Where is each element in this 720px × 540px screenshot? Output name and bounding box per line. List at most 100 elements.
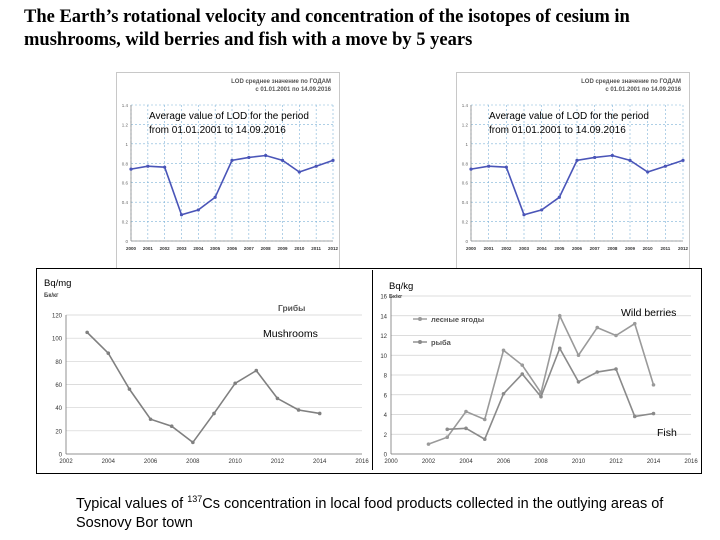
lod-x-tick-label: 2002 xyxy=(501,246,512,251)
lod-data-point xyxy=(314,164,318,168)
lod-x-tick-label: 2004 xyxy=(193,246,204,251)
mushrooms-data-point xyxy=(148,417,153,422)
food-y-tick-label: 80 xyxy=(55,360,62,366)
mushrooms-data-point xyxy=(254,368,259,373)
food-y-tick-label: 0 xyxy=(59,453,63,459)
fish-data-point xyxy=(501,391,506,396)
food-x-tick-label: 2008 xyxy=(186,459,200,465)
lod-data-point xyxy=(522,213,526,217)
lod-data-point xyxy=(247,155,251,160)
lod-data-point xyxy=(196,208,200,212)
lod-data-point xyxy=(331,158,335,162)
lod-x-tick-label: 2006 xyxy=(227,246,238,251)
berries-legend-marker xyxy=(418,340,422,344)
lod-x-tick-label: 2012 xyxy=(328,246,339,251)
lod-chart-left: LOD среднее значение по ГОДАМ с 01.01.200… xyxy=(116,72,340,269)
lod-y-tick-label: 0.2 xyxy=(122,220,129,225)
caption-rest: Cs concentration in local food products … xyxy=(76,495,664,531)
lod-data-point xyxy=(504,165,508,169)
berries-legend-label: рыба xyxy=(431,338,452,347)
lod-annotation-line2: from 01.01.2001 to 14.09.2016 xyxy=(149,125,286,136)
lod-x-tick-label: 2010 xyxy=(643,246,654,251)
lod-header-line1: LOD среднее значение по ГОДАМ xyxy=(231,79,331,85)
lod-data-point xyxy=(663,164,667,168)
food-x-tick-label: 2000 xyxy=(384,459,398,465)
fish-data-point xyxy=(539,394,543,399)
berries-annotation: Wild berries xyxy=(621,307,676,319)
food-y-tick-label: 14 xyxy=(380,314,387,320)
lod-x-tick-label: 2000 xyxy=(466,246,477,251)
food-y-tick-label: 8 xyxy=(384,374,388,380)
lod-header-line2: с 01.01.2001 по 14.09.2016 xyxy=(255,87,331,93)
mushrooms-data-point xyxy=(106,351,111,356)
berries-legend-marker xyxy=(418,317,422,321)
fish-series-line xyxy=(447,346,654,441)
food-y-tick-label: 16 xyxy=(380,295,387,301)
food-y-tick-label: 20 xyxy=(55,429,62,435)
caption-superscript: 137 xyxy=(187,494,203,504)
berries-data-point xyxy=(614,333,618,338)
lod-data-point xyxy=(146,164,150,168)
caption-prefix: Typical values of xyxy=(76,495,188,512)
food-x-tick-label: 2010 xyxy=(572,459,586,465)
lod-y-tick-label: 0 xyxy=(125,239,128,244)
food-x-tick-label: 2006 xyxy=(497,459,511,465)
lod-data-point xyxy=(610,153,614,158)
food-y-tick-label: 60 xyxy=(55,383,62,389)
berries-data-point xyxy=(557,313,562,318)
berries-data-point xyxy=(501,348,506,353)
lod-chart-left-svg: LOD среднее значение по ГОДАМ с 01.01.200… xyxy=(122,79,339,251)
berries-data-point xyxy=(632,321,637,326)
mushrooms-data-point xyxy=(233,381,237,386)
mushrooms-data-point xyxy=(191,440,195,445)
lod-data-point xyxy=(230,158,234,162)
lod-x-tick-label: 2008 xyxy=(261,246,272,251)
fish-data-point xyxy=(576,380,581,384)
mushrooms-data-point xyxy=(317,411,322,416)
lod-data-point xyxy=(213,195,217,199)
fish-data-point xyxy=(464,426,468,431)
lod-data-point xyxy=(129,167,133,171)
lod-y-tick-label: 1.2 xyxy=(122,122,129,127)
mushrooms-unit-label-ru: Бк/кг xyxy=(44,293,59,299)
lod-annotation-line2: from 01.01.2001 to 14.09.2016 xyxy=(489,125,626,136)
food-x-tick-label: 2002 xyxy=(422,459,436,465)
berries-data-point xyxy=(651,383,656,387)
fish-data-point xyxy=(482,437,487,441)
lod-x-tick-label: 2007 xyxy=(590,246,601,251)
mushrooms-chart-svg: 0 20 40 60 80 100 120 2002 2004 2006 2008 2010 2012 2… xyxy=(44,278,369,465)
fish-data-point xyxy=(445,427,450,432)
slide-title: The Earth’s rotational velocity and conc… xyxy=(24,7,630,50)
mushrooms-data-point xyxy=(169,424,174,428)
lod-x-tick-label: 2009 xyxy=(625,246,636,251)
lod-y-tick-label: 0.8 xyxy=(462,161,469,166)
fish-data-point xyxy=(632,414,637,419)
mushrooms-series-line xyxy=(86,331,320,444)
lod-x-tick-label: 2003 xyxy=(519,246,530,251)
food-y-tick-label: 6 xyxy=(384,393,388,399)
food-y-tick-label: 12 xyxy=(380,334,387,340)
lod-x-tick-label: 2000 xyxy=(126,246,137,251)
lod-x-tick-label: 2010 xyxy=(294,246,305,251)
lod-x-tick-label: 2002 xyxy=(160,246,171,251)
berries-data-point xyxy=(445,435,450,440)
caption: Typical values of 137Cs concentration in… xyxy=(76,490,716,533)
berries-data-point xyxy=(482,417,487,422)
lod-y-tick-label: 0.6 xyxy=(462,181,469,186)
food-x-tick-label: 2008 xyxy=(534,459,548,465)
food-y-tick-label: 4 xyxy=(384,413,388,419)
food-y-tick-label: 120 xyxy=(52,314,63,320)
lod-x-tick-label: 2011 xyxy=(311,246,321,251)
fish-data-point xyxy=(595,370,600,374)
food-x-tick-label: 2014 xyxy=(313,459,327,465)
lod-data-point xyxy=(681,158,685,162)
lod-data-point xyxy=(575,158,579,162)
lod-y-tick-label: 1.4 xyxy=(462,103,469,108)
lod-y-tick-label: 1.4 xyxy=(122,103,129,108)
mushrooms-data-point xyxy=(212,411,216,416)
lod-y-tick-label: 0.4 xyxy=(462,200,469,205)
lod-y-tick-label: 1 xyxy=(465,142,468,147)
fish-data-point xyxy=(520,372,525,376)
lod-data-point xyxy=(179,213,184,217)
lod-data-point xyxy=(280,158,285,162)
